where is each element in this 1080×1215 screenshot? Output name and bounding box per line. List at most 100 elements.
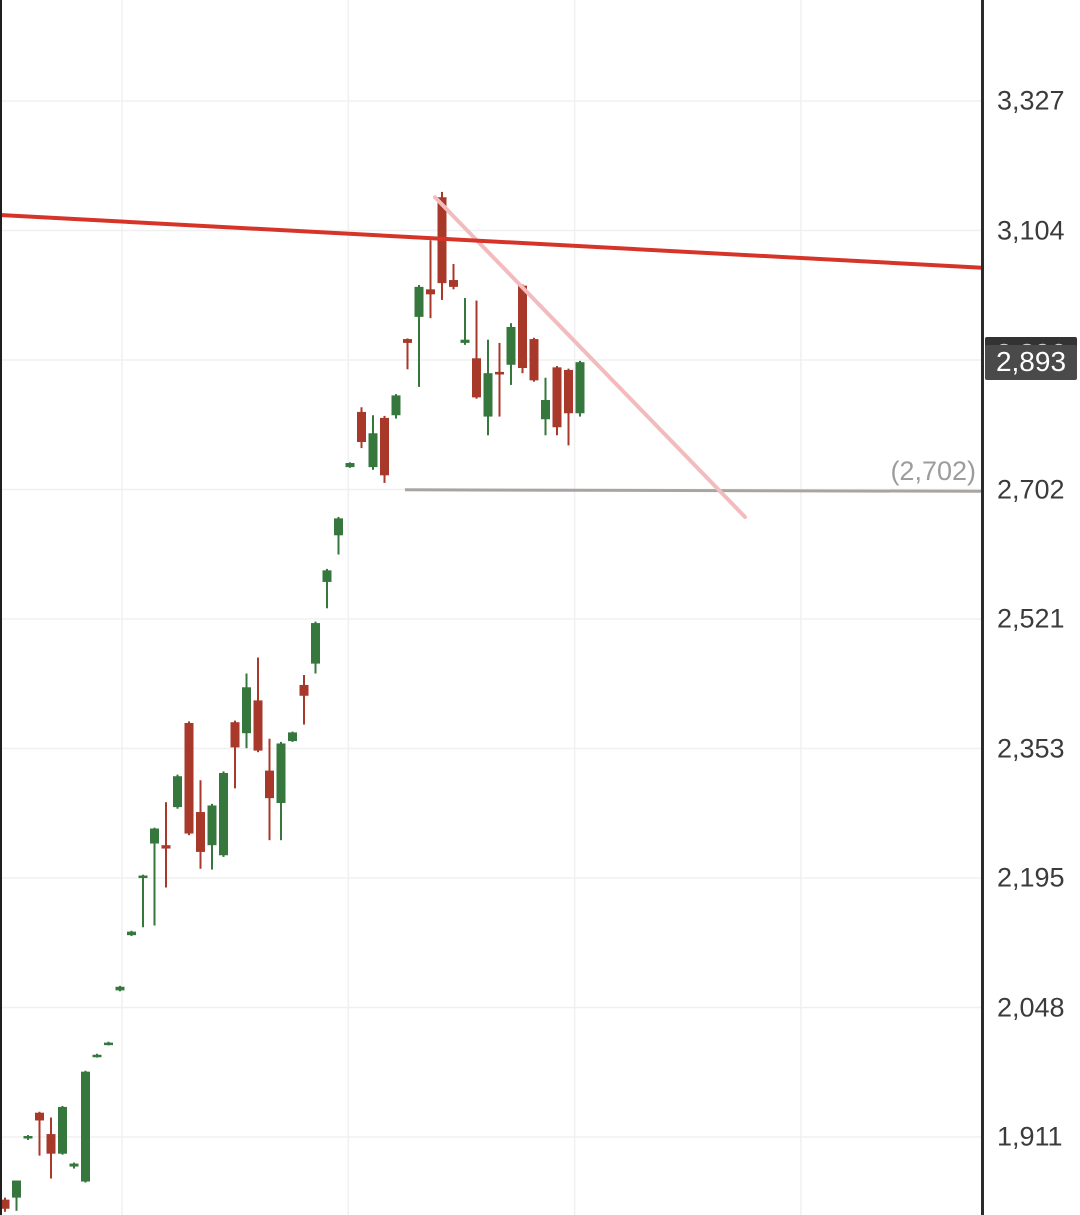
candle-body-up xyxy=(173,776,182,808)
candle-wick-down xyxy=(475,300,478,399)
candle-body-up xyxy=(127,931,136,936)
candle-body-up xyxy=(311,623,320,664)
candle xyxy=(253,657,263,753)
last-price-badge: 2,893 xyxy=(985,344,1077,380)
candle xyxy=(345,462,355,468)
candle xyxy=(575,360,585,417)
candle-body-up xyxy=(541,400,550,420)
resistance-trendline-drawing[interactable] xyxy=(0,213,982,270)
candle-body-up xyxy=(81,1071,90,1182)
candle xyxy=(541,377,550,436)
candle-body-up xyxy=(219,773,228,856)
candle-body-down xyxy=(35,1112,44,1121)
candle-wick-up xyxy=(142,874,144,928)
price-tick-label: 1,911 xyxy=(997,1121,1063,1152)
candle xyxy=(173,774,182,809)
candle-body-up xyxy=(115,986,125,991)
candle-body-down xyxy=(230,722,240,748)
price-tick-label: 2,353 xyxy=(997,733,1065,763)
candle-body-up xyxy=(575,362,585,414)
candle xyxy=(506,323,516,385)
candle-body-up xyxy=(414,286,424,317)
candle-wick-down xyxy=(452,264,455,290)
pane-left-border xyxy=(0,0,2,1215)
candle-wick-up xyxy=(418,284,420,387)
candle xyxy=(299,675,309,725)
candle xyxy=(368,415,378,470)
candle-body-down xyxy=(380,417,389,476)
candle xyxy=(219,771,228,857)
price-tick-label: 2,048 xyxy=(997,992,1065,1022)
chart-surface[interactable] xyxy=(0,0,982,1215)
candle-body-up xyxy=(207,805,217,846)
candle xyxy=(391,394,401,419)
candle-body-up xyxy=(322,570,332,582)
candle-wick-down xyxy=(498,342,501,417)
candle xyxy=(12,1180,21,1211)
candle xyxy=(483,339,493,436)
candle-wick-down xyxy=(38,1111,41,1156)
candle-body-down xyxy=(265,770,274,799)
candle xyxy=(69,1162,79,1169)
candle xyxy=(564,368,573,446)
candle-body-up xyxy=(12,1180,21,1198)
candle xyxy=(230,720,240,789)
candle-wick-down xyxy=(429,240,432,319)
candle-body-down xyxy=(161,845,171,849)
candle xyxy=(426,240,435,319)
candle-body-down xyxy=(449,280,458,287)
candle-body-down xyxy=(495,371,504,375)
candle-body-up xyxy=(138,875,148,879)
candle-body-up xyxy=(288,732,297,742)
candle-wick-down xyxy=(406,338,409,370)
candle-body-up xyxy=(276,743,286,804)
price-tick-label: 2,702 xyxy=(997,474,1065,504)
price-tick-label: 2,195 xyxy=(997,862,1065,893)
candle-body-up xyxy=(242,687,251,734)
candle xyxy=(242,673,251,749)
candle xyxy=(58,1105,67,1155)
candle-body-up xyxy=(368,433,378,468)
candle-body-down xyxy=(472,358,481,398)
candle-body-up xyxy=(460,339,470,343)
candle xyxy=(311,621,320,674)
candle-body-down xyxy=(357,411,366,443)
candle-body-up xyxy=(69,1163,79,1167)
candle xyxy=(35,1111,44,1156)
candle-wick-down xyxy=(303,675,305,725)
candle-body-down xyxy=(403,339,412,343)
price-tick-label: 3,327 xyxy=(997,85,1065,116)
candle-wick-down xyxy=(165,802,167,888)
candle xyxy=(115,985,125,992)
candle xyxy=(161,802,171,888)
candle xyxy=(322,568,332,609)
horizontal-ray-price-label: (2,702) xyxy=(890,456,976,486)
candle-body-down xyxy=(253,700,263,751)
candle-body-down xyxy=(299,684,309,696)
candle-body-down xyxy=(529,339,539,381)
candle-body-up xyxy=(104,1042,113,1046)
candle-wick-up xyxy=(326,568,328,609)
candle xyxy=(495,342,504,417)
candle-body-down xyxy=(426,289,435,295)
descending-trendline-drawing[interactable] xyxy=(433,195,747,519)
candle xyxy=(288,731,297,742)
candle xyxy=(449,264,458,290)
candle-body-up xyxy=(150,828,159,844)
candle xyxy=(472,300,481,399)
candle xyxy=(460,298,470,345)
candle xyxy=(184,721,194,836)
candle-body-up xyxy=(92,1054,102,1058)
candle xyxy=(276,741,286,841)
candle-body-up xyxy=(483,373,493,417)
price-axis[interactable]: 3,3273,1042,8962,7022,5212,3532,1952,048… xyxy=(981,0,1080,1215)
candle-body-down xyxy=(552,367,562,428)
candle-body-down xyxy=(564,369,573,414)
price-tick-label: 2,521 xyxy=(997,603,1065,634)
candle xyxy=(265,738,274,841)
horizontal-ray-drawing[interactable] xyxy=(404,488,982,493)
candle-body-up xyxy=(23,1136,33,1139)
candle-wick-up xyxy=(153,827,156,926)
candle-body-up xyxy=(345,463,355,468)
